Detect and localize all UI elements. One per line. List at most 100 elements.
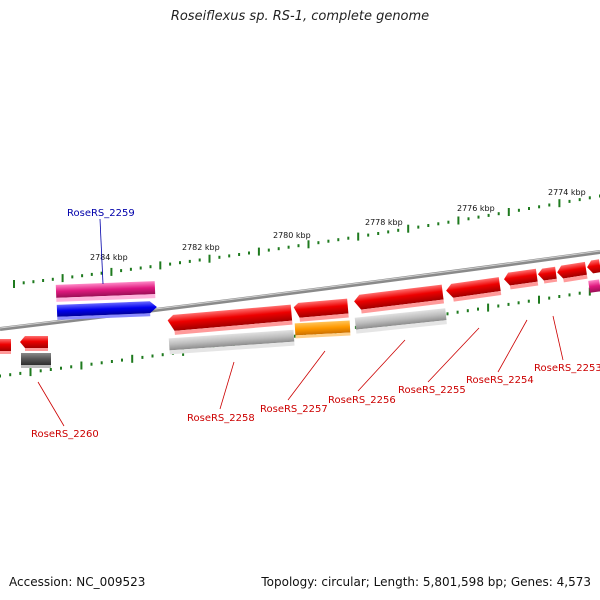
ruler-minor-tick [0,374,1,378]
ruler-minor-tick [218,255,221,259]
ruler-minor-tick [517,208,520,212]
ruler-major-tick [558,199,561,208]
ruler-minor-tick [22,281,25,285]
ruler-minor-tick [228,254,231,258]
ruler-minor-tick [297,244,300,248]
ruler-minor-tick [578,291,581,295]
ruler-minor-tick [437,222,440,226]
gene-red-small[interactable] [537,266,558,284]
gene-gray-RoseRS_2256[interactable] [354,308,447,334]
ruler-major-tick [131,354,134,363]
gene-label-RoseRS_2255[interactable]: RoseRS_2255 [398,385,466,396]
ruler-label-2782: 2782 kbp [182,243,220,252]
ruler-major-tick [61,274,64,283]
ruler-minor-tick [568,199,571,203]
gene-label-RoseRS_2254[interactable]: RoseRS_2254 [466,375,534,386]
ruler-label-2776: 2776 kbp [457,204,495,213]
ruler-minor-tick [548,203,551,207]
ruler-minor-tick [367,233,370,237]
gene-red-left-edge[interactable] [0,339,11,354]
ruler-minor-tick [277,247,280,251]
gene-label-RoseRS_2260[interactable]: RoseRS_2260 [31,429,99,440]
gene-orange-RoseRS_2257[interactable] [294,320,351,339]
ruler-minor-tick [169,262,172,266]
gene-label-RoseRS_2257[interactable]: RoseRS_2257 [260,404,328,415]
gene-red-RoseRS_2253[interactable] [556,261,588,283]
ruler-minor-tick [238,253,241,256]
ruler-minor-tick [417,225,420,229]
ruler-label-2780: 2780 kbp [273,231,311,240]
ruler-minor-tick [466,309,469,313]
ruler-minor-tick [161,353,164,357]
ruler-ticks-outer [13,194,600,288]
ruler-minor-tick [39,369,42,373]
gene-gray-RoseRS_2258[interactable] [168,329,295,355]
gene-label-RoseRS_2253[interactable]: RoseRS_2253 [534,363,600,374]
ruler-minor-tick [538,205,541,209]
ruler-minor-tick [198,258,201,262]
ruler-minor-tick [317,241,320,245]
gene-label-RoseRS_2256[interactable]: RoseRS_2256 [328,395,396,406]
ruler-minor-tick [120,269,123,273]
ruler-major-tick [257,247,260,256]
gene-dark-RoseRS_2260[interactable] [21,353,51,368]
ruler-minor-tick [151,354,154,358]
ruler-minor-tick [517,301,520,305]
ruler-minor-tick [60,366,62,370]
ruler-major-tick [80,361,83,370]
ruler-minor-tick [447,220,450,224]
gene-red-RoseRS_2258[interactable] [167,304,293,336]
gene-red-RoseRS_2260[interactable] [20,336,48,351]
gene-label-RoseRS_2258[interactable]: RoseRS_2258 [187,413,255,424]
ruler-minor-tick [19,371,22,375]
ruler-minor-tick [51,277,54,281]
ruler-minor-tick [568,293,571,297]
ruler-minor-tick [90,272,93,276]
ruler-minor-tick [100,361,103,365]
genome-backbone [0,250,600,331]
ruler-minor-tick [528,207,530,210]
leader-line-2255 [427,327,480,383]
ruler-minor-tick [90,362,93,366]
gene-red-RoseRS_2256[interactable] [353,284,445,315]
ruler-minor-tick [377,232,380,235]
ruler-label-2784: 2784 kbp [90,253,128,262]
gene-red-RoseRS_2257[interactable] [293,298,349,323]
ruler-minor-tick [267,248,270,252]
ruler-minor-tick [397,228,400,232]
ruler-major-tick [457,216,460,225]
ruler-minor-tick [129,267,132,271]
ruler-major-tick [208,254,211,263]
gene-pink-edge[interactable] [588,279,600,293]
gene-red-RoseRS_2254[interactable] [503,268,539,290]
ruler-major-tick [487,303,490,312]
map-title: Roseiflexus sp. RS-1, complete genome [170,9,430,24]
ruler-minor-tick [32,280,35,284]
gene-pink-RoseRS_2259[interactable] [55,281,156,302]
ruler-minor-tick [81,274,84,278]
ruler-minor-tick [110,360,113,363]
ruler-label-2778: 2778 kbp [365,218,403,227]
ruler-minor-tick [507,302,510,306]
gene-label-RoseRS_2259[interactable]: RoseRS_2259 [67,208,135,219]
gene-blue-RoseRS_2259[interactable] [56,301,158,320]
ruler-minor-tick [287,245,290,249]
ruler-minor-tick [71,275,74,279]
ruler-minor-tick [477,307,479,311]
gene-red-edge[interactable] [586,259,600,274]
ruler-minor-tick [293,334,296,338]
ruler-label-2774: 2774 kbp [548,188,586,197]
gene-red-RoseRS_2255[interactable] [445,277,502,302]
ruler-minor-tick [487,213,490,217]
ruler-major-tick [13,280,15,288]
ruler-minor-tick [497,304,500,308]
leader-line-2253 [552,315,564,361]
ruler-minor-tick [179,261,181,265]
genome-stats-text: Topology: circular; Length: 5,801,598 bp… [261,575,591,589]
ruler-minor-tick [456,310,459,314]
ruler-minor-tick [141,355,144,359]
ruler-major-tick [507,208,510,216]
ruler-minor-tick [121,358,123,362]
ruler-minor-tick [188,259,191,263]
